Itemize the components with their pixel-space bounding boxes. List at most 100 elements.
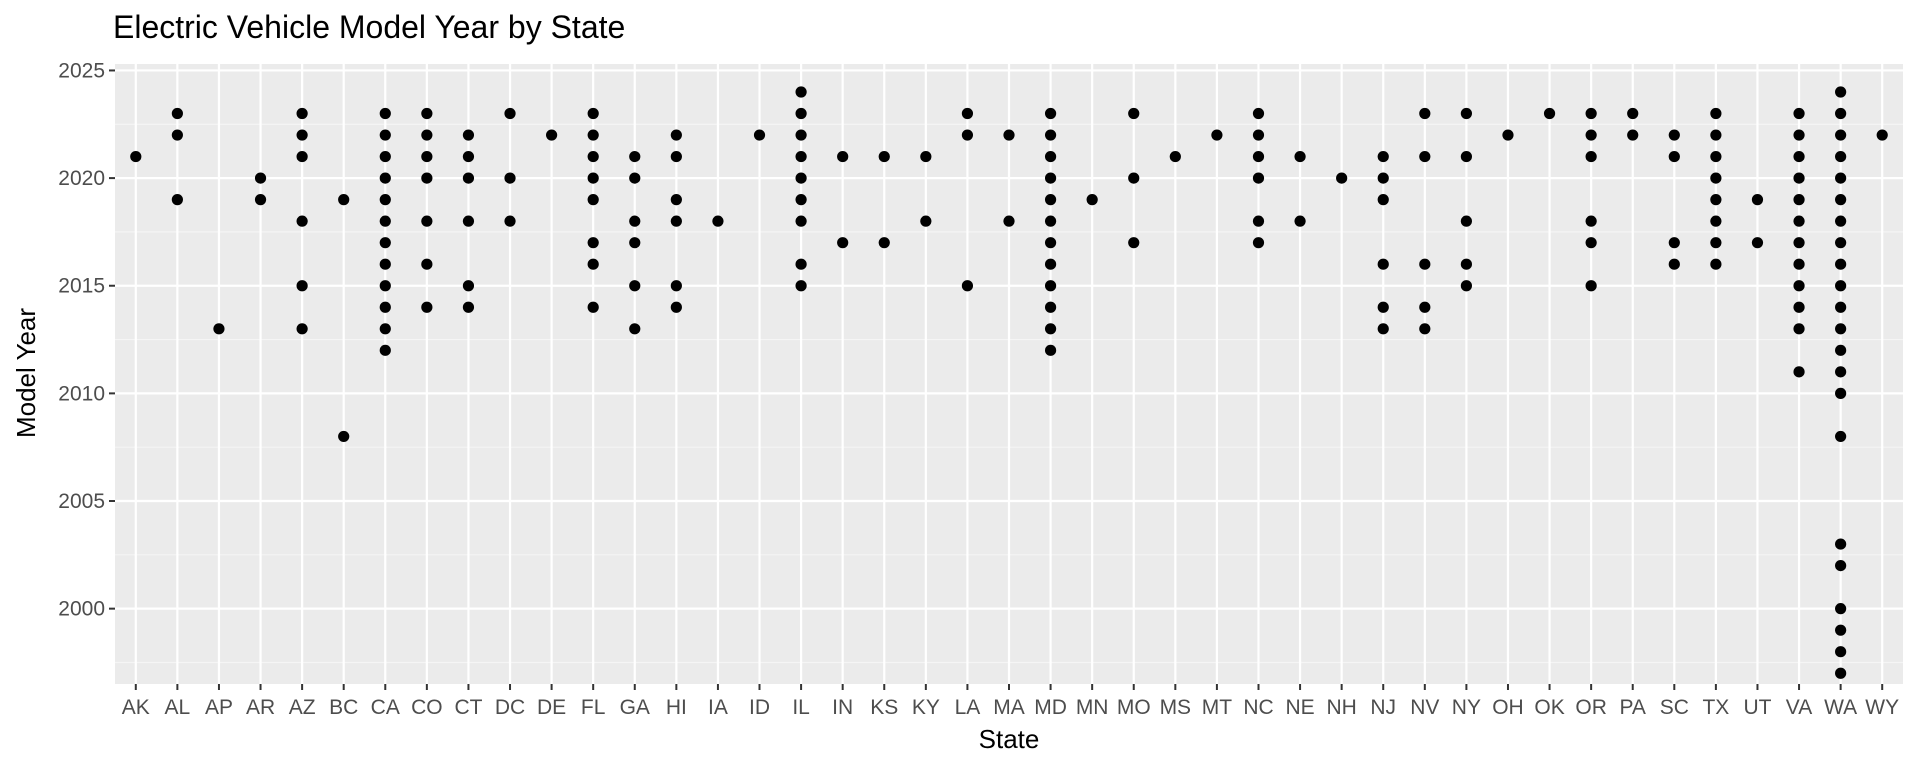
data-point <box>1835 129 1847 141</box>
data-point <box>462 301 475 313</box>
data-point <box>587 237 599 249</box>
data-point <box>587 301 599 313</box>
x-tick-label: MT <box>1202 696 1232 719</box>
data-point <box>795 172 807 184</box>
x-tick-label: AZ <box>289 696 316 719</box>
data-point <box>1751 237 1764 249</box>
data-point <box>1835 301 1847 313</box>
y-tick-label: 2025 <box>58 59 105 82</box>
data-point <box>1003 215 1015 227</box>
data-point <box>296 129 308 141</box>
data-point <box>1835 237 1847 249</box>
data-point <box>1835 86 1847 98</box>
x-tick-label: CT <box>454 696 482 719</box>
data-point <box>1460 150 1472 163</box>
x-tick-label: VA <box>1786 696 1812 719</box>
x-tick-label: BC <box>329 696 358 719</box>
data-point <box>1252 129 1265 141</box>
data-point <box>1793 366 1805 378</box>
data-point <box>1835 387 1847 399</box>
data-point <box>130 150 142 163</box>
data-point <box>1710 194 1722 206</box>
x-tick-label: CO <box>411 696 443 719</box>
data-point <box>670 129 682 141</box>
x-tick-label: LA <box>955 696 981 719</box>
data-point <box>1835 215 1847 227</box>
x-axis-title: State <box>979 724 1040 754</box>
x-tick-label: NE <box>1285 696 1314 719</box>
data-point <box>587 107 599 120</box>
data-point <box>670 301 682 313</box>
x-tick-label: NH <box>1326 696 1356 719</box>
data-point <box>296 107 308 120</box>
data-point <box>1835 366 1847 378</box>
x-tick-label: IL <box>792 696 810 719</box>
data-point <box>629 172 641 184</box>
data-point <box>1543 107 1556 120</box>
data-point <box>296 215 308 227</box>
x-tick-label: IN <box>832 696 853 719</box>
x-tick-label: SC <box>1660 696 1689 719</box>
data-point <box>421 215 433 227</box>
data-point <box>379 215 391 227</box>
data-point <box>1252 237 1265 249</box>
data-point <box>462 129 475 141</box>
data-point <box>1419 323 1431 335</box>
data-point <box>462 280 475 292</box>
data-point <box>296 150 308 163</box>
data-point <box>1460 215 1472 227</box>
x-tick-label: TX <box>1702 696 1729 719</box>
data-point <box>1793 258 1805 270</box>
data-point <box>1835 258 1847 270</box>
data-point <box>1835 646 1847 658</box>
data-point <box>1086 194 1098 206</box>
x-tick-label: HI <box>666 696 687 719</box>
data-point <box>1460 258 1472 270</box>
data-point <box>1128 172 1140 184</box>
data-point <box>504 172 516 184</box>
x-tick-label: NV <box>1410 696 1439 719</box>
data-point <box>421 258 433 270</box>
data-point <box>1044 215 1057 227</box>
x-tick-label: KY <box>912 696 940 719</box>
data-point <box>1044 344 1057 356</box>
data-point <box>795 129 807 141</box>
data-point <box>546 129 558 141</box>
data-point <box>878 237 890 249</box>
data-point <box>1252 172 1265 184</box>
data-point <box>1460 107 1472 120</box>
data-point <box>462 215 475 227</box>
data-point <box>1668 129 1680 141</box>
data-point <box>1044 280 1057 292</box>
data-point <box>629 280 641 292</box>
data-point <box>670 280 682 292</box>
data-point <box>1128 107 1140 120</box>
data-point <box>795 258 807 270</box>
data-point <box>421 107 433 120</box>
data-point <box>1585 280 1597 292</box>
data-point <box>1585 237 1597 249</box>
data-point <box>1627 107 1639 120</box>
data-point <box>1710 172 1722 184</box>
data-point <box>961 129 974 141</box>
data-point <box>462 150 475 163</box>
data-point <box>587 129 599 141</box>
data-point <box>1252 150 1265 163</box>
data-point <box>1377 194 1389 206</box>
data-point <box>1793 301 1805 313</box>
chart-title: Electric Vehicle Model Year by State <box>113 9 625 45</box>
data-point <box>1751 194 1764 206</box>
data-point <box>1710 107 1722 120</box>
data-point <box>1211 129 1223 141</box>
data-point <box>1044 150 1057 163</box>
data-point <box>213 323 225 335</box>
data-point <box>920 150 932 163</box>
data-point <box>587 194 599 206</box>
data-point <box>1252 107 1265 120</box>
data-point <box>504 107 516 120</box>
data-point <box>421 150 433 163</box>
data-point <box>1502 129 1514 141</box>
data-point <box>1835 194 1847 206</box>
x-axis: AK AL AP AR AZ BC CA CO CT DC DE FL GA HI IA ID IL IN KS KY… <box>122 684 1899 719</box>
